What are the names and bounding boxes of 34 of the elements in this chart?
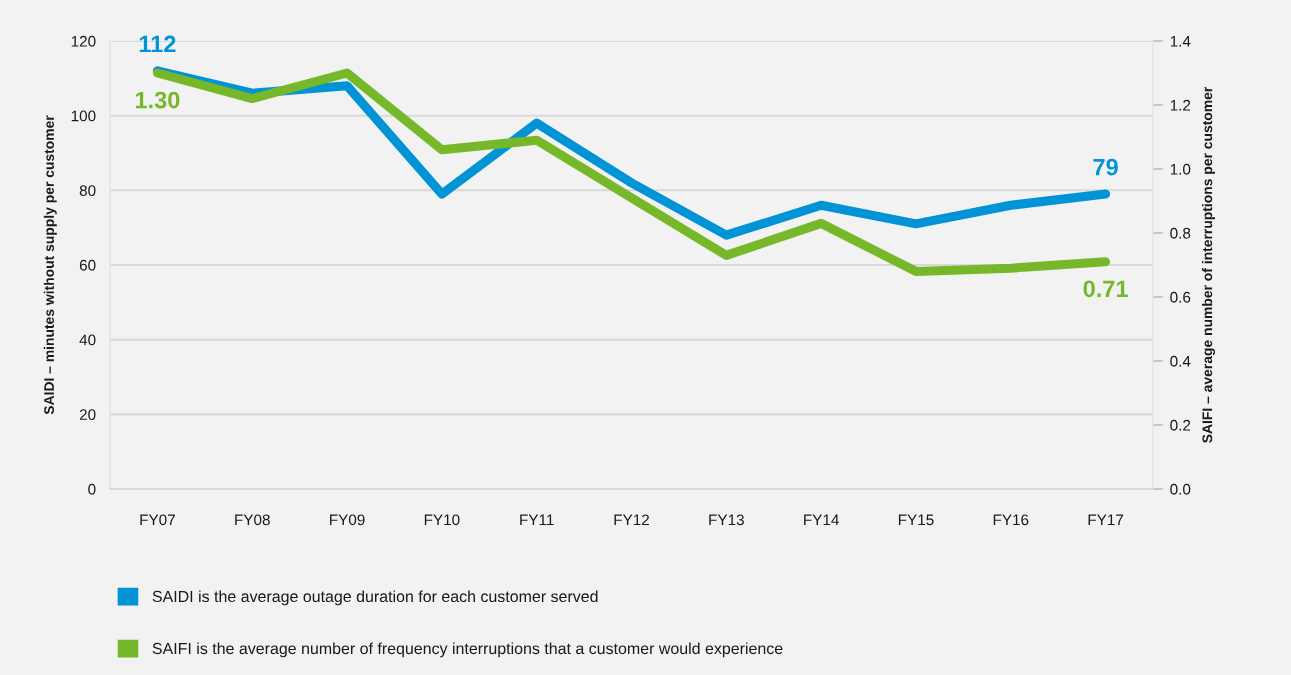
y-tick-label: 100 [71, 110, 96, 122]
y2-tick-label: 0.8 [1170, 227, 1191, 239]
y-tick-label: 80 [79, 185, 96, 197]
y2-tick-label: 0.6 [1170, 291, 1191, 303]
x-tick-label: FY08 [235, 514, 270, 526]
x-tick-label: FY09 [330, 514, 365, 526]
y2-tick-label: 1.4 [1170, 36, 1191, 47]
x-tick-label: FY12 [614, 514, 649, 526]
y-tick-label: 20 [79, 409, 96, 421]
x-tick-label: FY13 [709, 514, 744, 526]
y2-tick-label: 0.2 [1170, 419, 1191, 431]
x-tick-label: FY15 [898, 514, 934, 526]
x-tick-label: FY10 [424, 514, 460, 526]
x-tick-label: FY11 [520, 514, 554, 526]
y-tick-label: 40 [79, 334, 96, 346]
y2-tick-label: 0.0 [1170, 483, 1191, 495]
y2-axis-title: SAIFI – average number of interruptions per customer [1202, 86, 1216, 443]
legend-label: SAIFI is the average number of frequency interruptions that a customer would experience [152, 642, 783, 658]
data-label: 112 [139, 35, 176, 53]
y2-tick-label: 1.2 [1170, 99, 1191, 111]
data-label: 0.71 [1083, 280, 1128, 298]
y-axis-title: SAIDI – minutes without supply per customer [43, 115, 57, 415]
x-tick-label: FY07 [140, 514, 175, 526]
y2-tick-label: 1.0 [1170, 163, 1191, 175]
x-tick-label: FY16 [993, 514, 1029, 526]
x-tick-label: FY17 [1088, 514, 1124, 526]
data-label: 1.30 [135, 91, 180, 109]
legend-label: SAIDI is the average outage duration for each customer served [152, 590, 598, 606]
y-tick-label: 120 [71, 35, 96, 47]
y-tick-label: 60 [79, 259, 96, 271]
x-tick-label: FY14 [804, 514, 839, 526]
data-label: 79 [1093, 158, 1118, 176]
y-tick-label: 0 [88, 483, 96, 495]
y2-tick-label: 0.4 [1170, 355, 1191, 367]
